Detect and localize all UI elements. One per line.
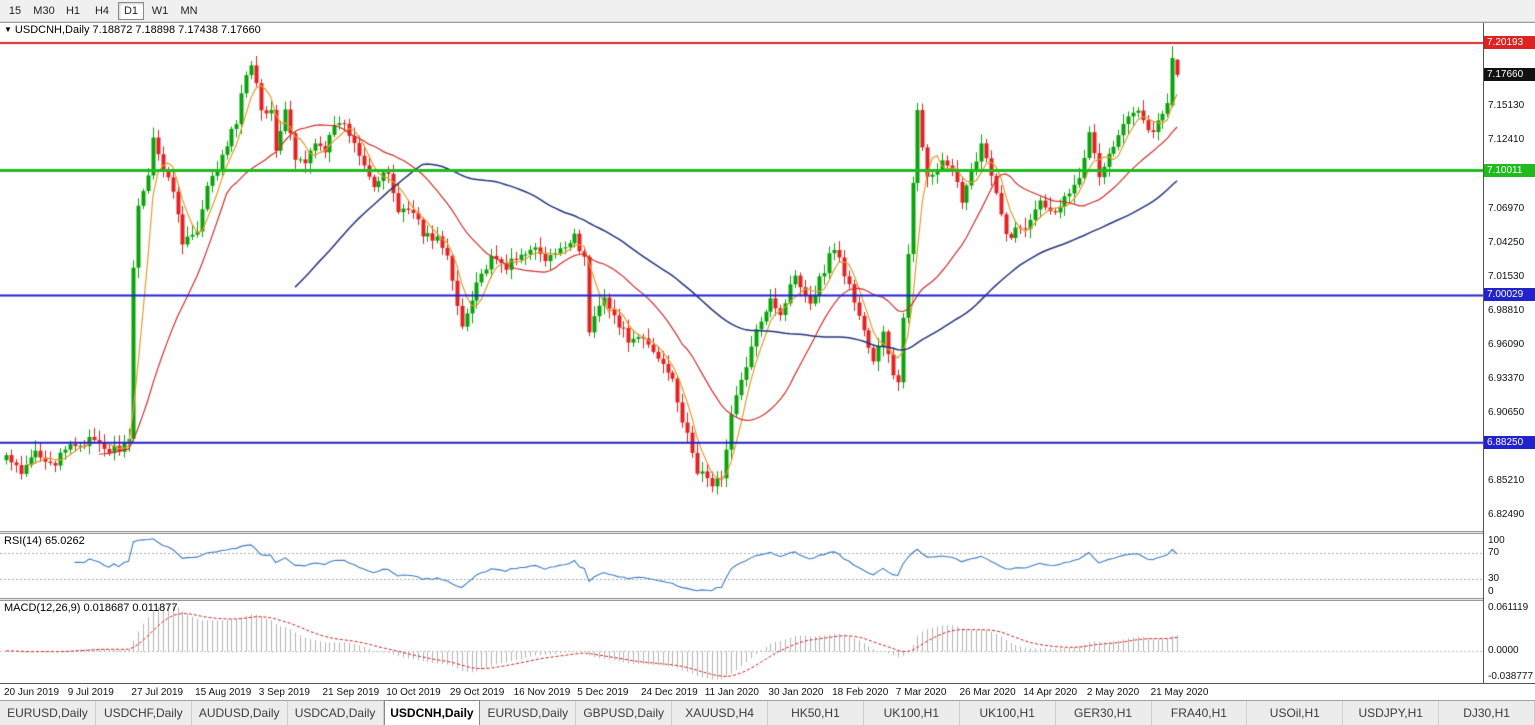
date-axis-label: 3 Sep 2019 (258, 687, 310, 698)
rsi-tick-label: 70 (1488, 547, 1500, 559)
timeframe-button-15[interactable]: 15 (8, 4, 22, 17)
price-tick-label: 7.04250 (1488, 236, 1525, 248)
date-axis-label: 14 Apr 2020 (1023, 687, 1078, 698)
macd-tick-label: 0.0000 (1488, 644, 1519, 656)
date-axis-label: 26 Mar 2020 (959, 687, 1016, 698)
chart-tab-eurusd-daily[interactable]: EURUSD,Daily (0, 701, 96, 725)
chart-tabbar: EURUSD,Daily USDCHF,Daily AUDUSD,Daily USDC… (0, 700, 1535, 725)
chart-title-label: ▼ USDCNH,Daily 7.18872 7.18898 7.17438 7.… (4, 24, 261, 36)
macd-indicator-pane[interactable]: MACD(12,26,9) 0.018687 0.011877 (0, 601, 1483, 683)
price-tick-label: 7.15130 (1488, 100, 1525, 112)
price-tick-label: 6.96090 (1488, 338, 1525, 350)
chart-window: ▼ USDCNH,Daily 7.18872 7.18898 7.17438 7.… (0, 22, 1535, 701)
hline-price-tag: 7.20193 (1484, 36, 1535, 50)
timeframe-button-mn[interactable]: MN (180, 4, 198, 17)
timeframe-button-w1[interactable]: W1 (151, 4, 169, 17)
current-price-tag: 7.17660 (1484, 67, 1535, 81)
date-axis-label: 29 Oct 2019 (449, 687, 505, 698)
hline-price-tag: 6.88250 (1484, 435, 1535, 449)
rsi-label: RSI(14) 65.0262 (4, 535, 85, 547)
macd-tick-label: 0.061119 (1488, 602, 1529, 613)
date-axis[interactable]: 20 Jun 2019 9 Jul 2019 27 Jul 2019 15 Aug 2… (0, 683, 1535, 701)
rsi-tick-label: 0 (1488, 586, 1494, 597)
chart-tab-dj30-h1[interactable]: DJ30,H1 (1439, 701, 1535, 725)
date-axis-label: 20 Jun 2019 (4, 687, 60, 698)
rsi-tick-label: 30 (1488, 572, 1500, 584)
rsi-indicator-pane[interactable]: RSI(14) 65.0262 (0, 534, 1483, 598)
date-axis-label: 21 May 2020 (1150, 687, 1209, 698)
price-chart-pane[interactable]: ▼ USDCNH,Daily 7.18872 7.18898 7.17438 7.… (0, 23, 1483, 531)
macd-tick-label: -0.038777 (1488, 671, 1534, 682)
price-tick-label: 6.85210 (1488, 474, 1525, 486)
date-axis-label: 21 Sep 2019 (322, 687, 380, 698)
price-tick-label: 7.12410 (1488, 134, 1525, 146)
date-axis-label: 2 May 2020 (1086, 687, 1140, 698)
date-axis-label: 16 Nov 2019 (513, 687, 571, 698)
price-tick-label: 6.93370 (1488, 372, 1525, 384)
price-tick-label: 6.82490 (1488, 508, 1525, 520)
price-tick-label: 6.90650 (1488, 406, 1525, 418)
price-tick-label: 7.06970 (1488, 202, 1525, 214)
pane-splitter[interactable] (0, 598, 1535, 601)
pane-splitter[interactable] (0, 531, 1535, 534)
hline-price-tag: 7.00029 (1484, 288, 1535, 302)
chart-tab-xauusd-h4[interactable]: XAUUSD,H4 (672, 701, 768, 725)
chart-ohlc-values: 7.18872 7.18898 7.17438 7.17660 (92, 24, 261, 36)
date-axis-label: 5 Dec 2019 (577, 687, 629, 698)
chart-tab-hk50-h1[interactable]: HK50,H1 (768, 701, 864, 725)
chart-tab-uk100-h1[interactable]: UK100,H1 (863, 701, 960, 725)
price-scale[interactable]: 7.151307.124107.096907.069707.042507.015… (1483, 23, 1535, 683)
timeframe-toolbar: 15 M30 H1 H4 D1 W1 MN (0, 0, 1535, 22)
rsi-chart-canvas[interactable] (0, 534, 1483, 598)
timeframe-button-h4[interactable]: H4 (94, 4, 110, 17)
chart-tab-eurusd-daily[interactable]: EURUSD,Daily (480, 701, 577, 725)
timeframe-button-h1[interactable]: H1 (65, 4, 81, 17)
chart-symbol-label: USDCNH,Daily (14, 24, 90, 36)
price-tick-label: 6.98810 (1488, 304, 1525, 316)
chart-tab-ger30-h1[interactable]: GER30,H1 (1055, 701, 1152, 725)
date-axis-label: 7 Mar 2020 (895, 687, 947, 698)
date-axis-label: 10 Oct 2019 (386, 687, 441, 698)
date-axis-label: 24 Dec 2019 (641, 687, 698, 698)
price-tick-label: 7.01530 (1488, 270, 1525, 282)
candlestick-chart-canvas[interactable] (0, 23, 1483, 531)
chart-tab-gbpusd-daily[interactable]: GBPUSD,Daily (576, 701, 673, 725)
date-axis-label: 15 Aug 2019 (195, 687, 252, 698)
chart-tab-usdjpy-h1[interactable]: USDJPY,H1 (1343, 701, 1440, 725)
chart-marker-icon: ▼ (4, 25, 12, 34)
timeframe-button-d1[interactable]: D1 (118, 1, 144, 20)
macd-label: MACD(12,26,9) 0.018687 0.011877 (4, 602, 178, 614)
rsi-tick-label: 100 (1488, 535, 1505, 546)
chart-tab-usdcad-daily[interactable]: USDCAD,Daily (287, 701, 384, 725)
date-axis-label: 18 Feb 2020 (832, 687, 889, 698)
timeframe-button-m30[interactable]: M30 (33, 4, 55, 17)
hline-price-tag: 7.10011 (1484, 163, 1535, 177)
date-axis-label: 30 Jan 2020 (768, 687, 824, 698)
macd-chart-canvas[interactable] (0, 601, 1483, 683)
date-axis-label: 9 Jul 2019 (67, 687, 114, 698)
chart-tab-uk100-h1[interactable]: UK100,H1 (959, 701, 1056, 725)
chart-tab-usdcnh-daily[interactable]: USDCNH,Daily (383, 700, 481, 725)
chart-tab-usdchf-daily[interactable]: USDCHF,Daily (95, 701, 192, 725)
chart-tab-fra40-h1[interactable]: FRA40,H1 (1151, 701, 1248, 725)
chart-tab-audusd-daily[interactable]: AUDUSD,Daily (191, 701, 288, 725)
date-axis-label: 11 Jan 2020 (704, 687, 759, 698)
chart-tab-usoil-h1[interactable]: USOil,H1 (1247, 701, 1344, 725)
date-axis-label: 27 Jul 2019 (131, 687, 184, 698)
